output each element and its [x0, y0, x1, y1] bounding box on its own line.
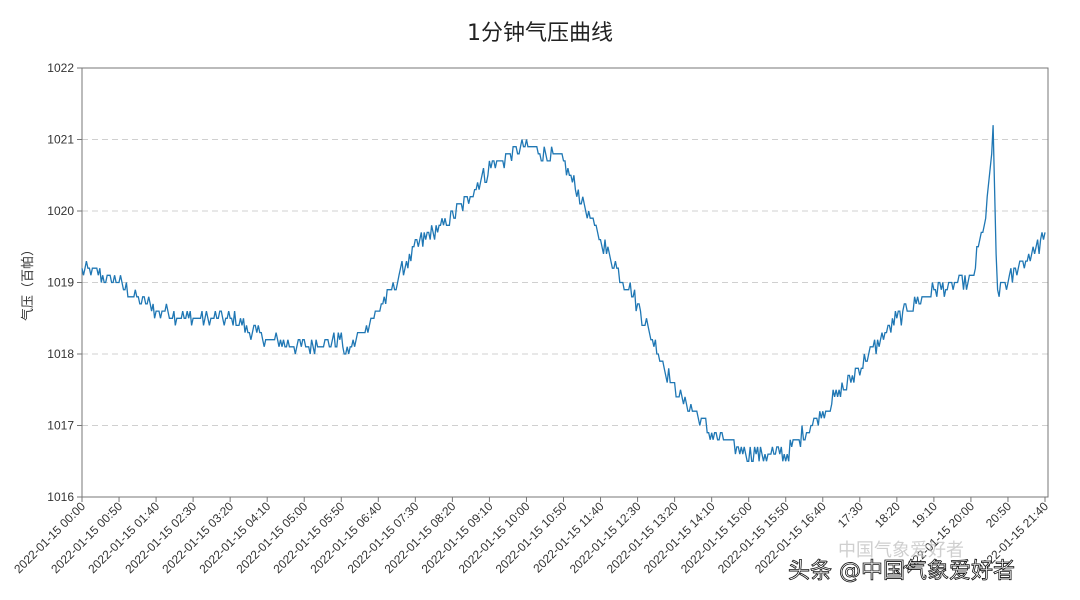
- y-axis-label: 气压（百帕）: [20, 243, 36, 321]
- y-tick-label: 1019: [47, 276, 74, 290]
- series-line-pressure: [81, 125, 1046, 462]
- y-tick-label: 1022: [47, 61, 74, 75]
- x-tick-label: 20:50: [983, 499, 1014, 530]
- y-tick-label: 1018: [47, 347, 74, 361]
- x-tick-label: 18:20: [872, 499, 903, 530]
- y-tick-label: 1020: [47, 204, 74, 218]
- x-tick-label: 17:30: [835, 499, 866, 530]
- grid-lines: [82, 139, 1048, 426]
- y-tick-label: 1017: [47, 419, 74, 433]
- watermark-main: 头条 @中国气象爱好者: [788, 559, 1015, 584]
- y-tick-label: 1021: [47, 133, 74, 147]
- y-axis-ticks: 1016 1017 1018 1019 1020 1021 1022: [47, 61, 82, 504]
- chart-title: 1分钟气压曲线: [467, 21, 613, 46]
- watermark-faint: 中国气象爱好者: [838, 540, 964, 561]
- y-tick-label: 1016: [47, 490, 74, 504]
- x-tick-label: 19:10: [909, 499, 940, 530]
